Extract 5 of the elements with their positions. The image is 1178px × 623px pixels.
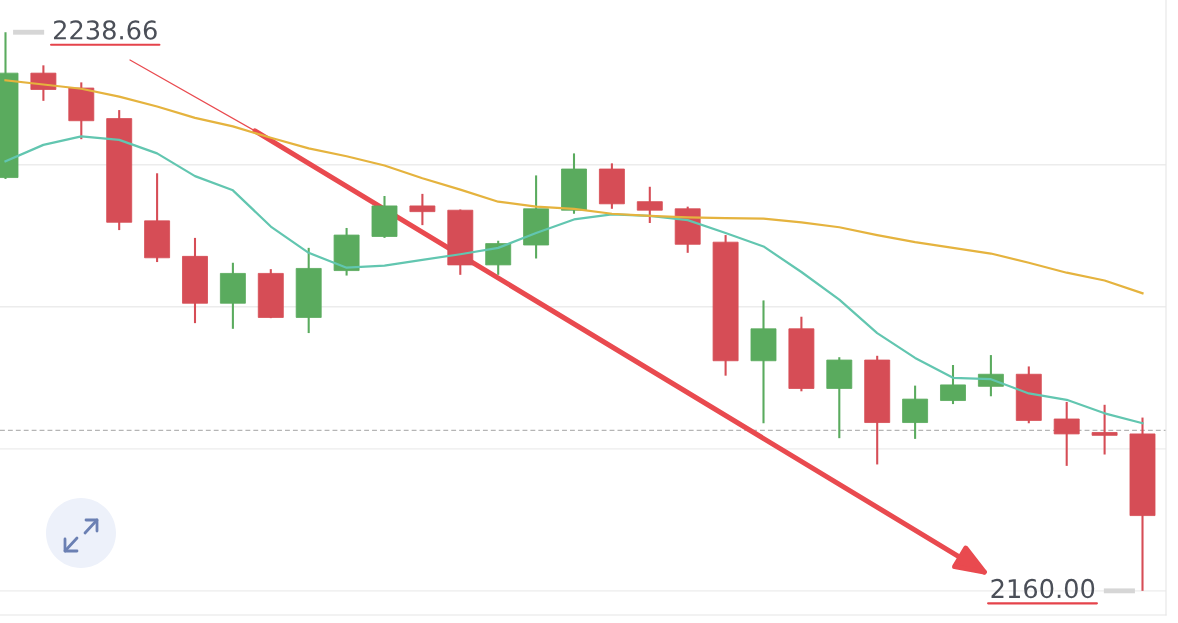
annotation: 2160.00 [991, 578, 1095, 599]
annotation: 2238.66 [54, 20, 157, 40]
candlestick [636, 185, 663, 225]
candlestick [409, 192, 436, 227]
candlestick [1091, 403, 1118, 456]
